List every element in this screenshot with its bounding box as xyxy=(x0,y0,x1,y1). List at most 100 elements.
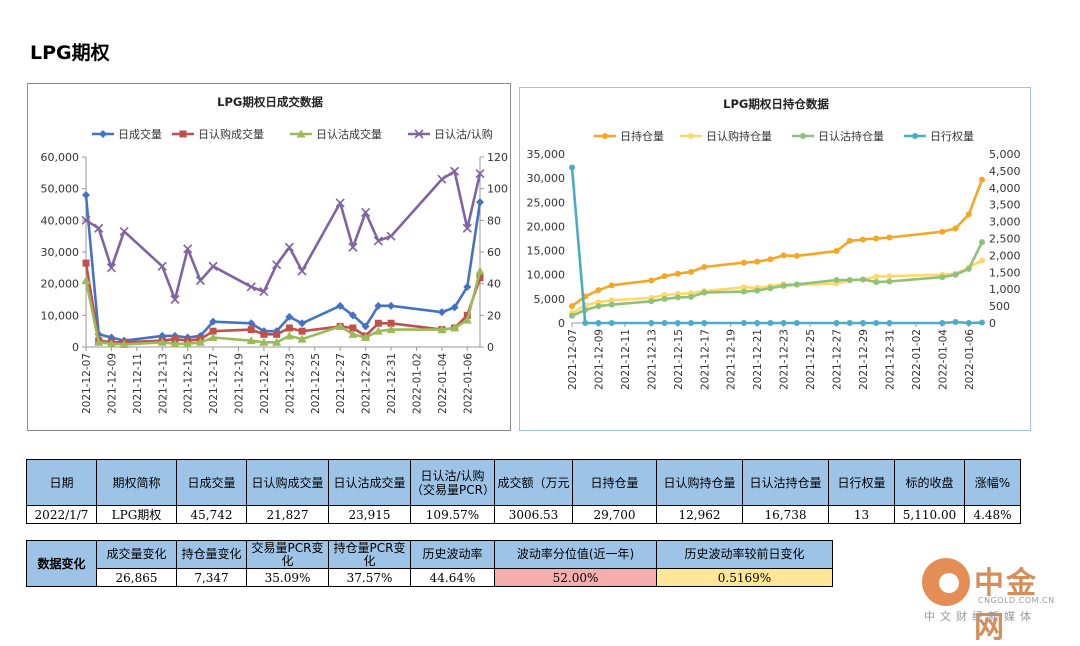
data-point xyxy=(688,293,695,300)
data-point xyxy=(701,320,708,326)
data-point xyxy=(939,274,946,281)
data-point xyxy=(674,270,681,277)
data-point xyxy=(272,337,282,346)
value-change-pct: 4.48% xyxy=(964,505,1021,524)
data-point xyxy=(209,327,217,335)
data-point xyxy=(195,275,205,286)
series-line xyxy=(571,241,984,317)
data-point xyxy=(119,226,129,236)
data-point xyxy=(965,265,972,272)
header-open-interest: 日持仓量 xyxy=(572,459,657,506)
data-point xyxy=(437,325,447,334)
data-point xyxy=(462,315,472,324)
data-point xyxy=(780,320,787,326)
data-point xyxy=(273,330,281,338)
data-point xyxy=(701,289,708,296)
y-right-tick-label: 3,000 xyxy=(989,216,1021,229)
y-left-tick-label: 15,000 xyxy=(527,245,566,258)
data-point xyxy=(336,301,345,310)
data-point xyxy=(361,322,370,331)
header-put-open-interest: 日认沽持仓量 xyxy=(742,459,829,506)
series-日认沽/认购 xyxy=(81,166,485,305)
header-volume-change: 成交量变化 xyxy=(96,540,177,569)
data-point xyxy=(361,333,371,341)
data-point xyxy=(661,295,668,302)
header-change-pct: 涨幅% xyxy=(964,459,1021,506)
x-tick-label: 2021-12-23 xyxy=(779,329,791,390)
data-change-header-row: 数据变化 成交量变化 持仓量变化 交易量PCR变化 持仓量PCR变化 历史波动率… xyxy=(26,540,833,587)
y-left-tick-label: 30,000 xyxy=(527,172,566,185)
data-point xyxy=(939,320,946,326)
data-point xyxy=(298,327,306,335)
y-left-tick-label: 10,000 xyxy=(527,269,566,282)
y-right-tick-label: 20 xyxy=(487,309,501,322)
value-open-interest: 29,700 xyxy=(572,505,657,524)
data-point xyxy=(81,215,91,225)
data-point xyxy=(259,337,269,346)
series-日认沽成交量 xyxy=(81,266,485,348)
daily-summary-table: 日期 期权简称 日成交量 日认购成交量 日认沽成交量 日认沽/认购（交易量PCR… xyxy=(26,459,1021,524)
y-left-tick-label: 0 xyxy=(558,317,565,330)
value-volume-pcr: 109.57% xyxy=(410,505,495,524)
legend-marker xyxy=(99,130,107,138)
data-point xyxy=(595,303,602,310)
data-point xyxy=(780,282,787,289)
data-point xyxy=(873,235,880,242)
data-point xyxy=(106,339,116,348)
x-tick-label: 2021-12-21 xyxy=(259,353,271,414)
series-日认购成交量 xyxy=(82,259,484,346)
data-point xyxy=(81,276,91,284)
data-point xyxy=(195,337,205,346)
data-point xyxy=(846,320,853,326)
header-date: 日期 xyxy=(26,459,97,506)
data-point xyxy=(595,320,602,326)
data-point xyxy=(298,319,307,328)
data-point xyxy=(939,228,946,235)
x-tick-label: 2022-01-06 xyxy=(462,353,474,414)
value-oi-pcr-change: 37.57% xyxy=(328,568,411,587)
data-point xyxy=(373,326,383,335)
legend-label: 日认购成交量 xyxy=(198,127,264,141)
data-point xyxy=(648,277,655,284)
x-tick-label: 2021-12-07 xyxy=(81,353,93,414)
y-left-tick-label: 0 xyxy=(72,341,79,354)
series-日认沽持仓量 xyxy=(569,239,985,319)
y-right-tick-label: 3,500 xyxy=(989,199,1021,212)
data-point xyxy=(952,225,959,232)
header-volatility-percentile: 波动率分位值(近一年) xyxy=(494,540,657,569)
x-tick-label: 2021-12-27 xyxy=(335,353,347,414)
value-volatility-change: 0.5169% xyxy=(656,568,833,587)
x-tick-label: 2022-01-02 xyxy=(911,329,923,390)
data-point xyxy=(754,258,761,265)
x-tick-label: 2021-12-19 xyxy=(726,329,738,390)
data-point xyxy=(873,320,880,326)
value-volume-pcr-change: 35.09% xyxy=(246,568,329,587)
y-right-tick-label: 1,000 xyxy=(989,283,1021,296)
data-point xyxy=(608,301,615,308)
x-tick-label: 2021-12-15 xyxy=(673,329,685,390)
data-point xyxy=(661,273,668,280)
legend-marker xyxy=(602,133,608,139)
data-point xyxy=(767,320,774,326)
legend-label: 日认沽持仓量 xyxy=(818,129,884,143)
value-put-open-interest: 16,738 xyxy=(742,505,829,524)
data-point xyxy=(859,276,866,283)
data-point xyxy=(952,318,959,325)
data-change-label: 数据变化 xyxy=(26,540,97,587)
x-tick-label: 2021-12-17 xyxy=(208,353,220,414)
x-tick-label: 2022-01-02 xyxy=(411,353,423,414)
data-point xyxy=(767,285,774,292)
y-right-tick-label: 0 xyxy=(487,341,494,354)
x-tick-label: 2021-12-11 xyxy=(620,329,632,390)
data-point xyxy=(335,321,345,330)
data-point xyxy=(157,337,167,346)
data-point xyxy=(780,252,787,259)
data-point xyxy=(793,320,800,326)
data-point xyxy=(608,320,615,326)
header-volatility-change: 历史波动率较前日变化 xyxy=(656,540,833,569)
header-exercise-volume: 日行权量 xyxy=(828,459,895,506)
data-point xyxy=(386,325,396,334)
chart-title: LPG期权日持仓数据 xyxy=(723,97,829,111)
x-tick-label: 2021-12-31 xyxy=(884,329,896,390)
y-left-tick-label: 60,000 xyxy=(41,151,80,164)
